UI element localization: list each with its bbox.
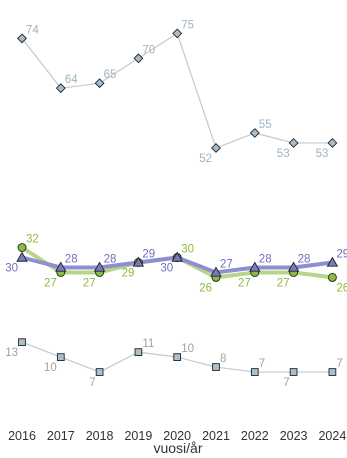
series-3-label-2020: 30 [181, 244, 194, 256]
series-2-label-2022: 28 [259, 253, 272, 265]
series-2-marker-2018 [93, 261, 106, 272]
series-3-label-2021: 26 [199, 282, 212, 294]
series-2-marker-2017 [55, 261, 67, 272]
x-tick-2024: 2024 [318, 429, 346, 443]
series-2-label-2021: 27 [220, 258, 233, 270]
series-2-label-2019: 29 [142, 248, 155, 260]
series-1-marker-2018 [94, 78, 105, 89]
series-2-label-2017: 28 [65, 253, 78, 265]
series-4-marker-2021 [212, 363, 220, 371]
series-3-label-2022: 27 [238, 277, 251, 289]
x-tick-labels: 2016 2017 2018 2019 2020 2021 2022 2023 2024 [8, 429, 346, 443]
series-4-label-2024: 7 [336, 358, 342, 370]
series-4-marker-2019 [134, 348, 143, 356]
series-2-label-2020: 30 [160, 263, 173, 275]
series-4-label-2021: 8 [220, 353, 226, 365]
series-3-label-2019: 29 [122, 267, 135, 279]
series-2-marker-2021 [210, 266, 222, 277]
x-tick-2018: 2018 [86, 429, 114, 443]
series-1-marker-2021 [211, 143, 221, 153]
series-2-label-2024: 29 [336, 248, 347, 260]
series-2-marker-2023 [287, 261, 300, 272]
series-1-marker-2022 [249, 128, 260, 138]
series-4-label-2017: 10 [44, 362, 57, 374]
series-3-marker-2016 [17, 243, 27, 252]
series-3-label-2024: 26 [336, 282, 347, 294]
series-4-label-2018: 7 [89, 377, 95, 389]
series-4-label-2023: 7 [283, 377, 289, 389]
series-2-marker-2019 [132, 256, 145, 267]
series-4-label-2016: 13 [5, 347, 18, 359]
series-1-label-2023: 53 [277, 148, 290, 160]
series-2-marker-2020 [171, 251, 183, 262]
series-1-marker-2019 [133, 53, 144, 64]
series-4-label-2019: 11 [142, 338, 154, 350]
series-3-label-2017: 27 [44, 277, 57, 289]
series-1-marker-2023 [288, 138, 299, 148]
series-1-marker-2017 [55, 83, 66, 94]
series-4-marker-2022 [250, 368, 259, 376]
series-1-label-2022: 55 [259, 119, 272, 131]
x-tick-2016: 2016 [8, 429, 36, 443]
series-4-marker-2017 [56, 353, 65, 361]
series-1-label-2020: 75 [181, 19, 194, 31]
series-4-marker-2018 [95, 368, 104, 376]
series-1-label-2017: 64 [65, 74, 78, 86]
series-1-label-2018: 65 [104, 69, 117, 81]
x-axis-title: vuosi/år [153, 440, 202, 456]
series-2-marker-2016 [16, 251, 28, 262]
series-2-label-2023: 28 [298, 253, 311, 265]
data-labels: 74 64 65 70 75 52 55 53 53 13 10 7 11 10 8 7 7 7 32 27 27 29 3… [5, 19, 347, 389]
series-4-label-2022: 7 [259, 358, 265, 370]
series-3-label-2018: 27 [83, 277, 96, 289]
series-2-marker-2022 [249, 261, 261, 272]
series-1-marker-2024 [327, 138, 338, 148]
series-4-marker-2023 [289, 368, 298, 376]
series-4-label-2020: 10 [181, 343, 194, 355]
series-4-marker-2024 [328, 368, 337, 376]
series-1-label-2021: 52 [199, 153, 212, 165]
x-tick-2020: 2020 [163, 429, 191, 443]
x-tick-2017: 2017 [47, 429, 75, 443]
series-1-marker-2020 [172, 28, 183, 39]
series-1-marker-2016 [17, 33, 27, 44]
series-markers [16, 28, 339, 376]
series-2-label-2018: 28 [104, 253, 117, 265]
series-2-marker-2024 [326, 256, 339, 267]
x-tick-2023: 2023 [280, 429, 308, 443]
series-1-label-2019: 70 [142, 44, 155, 56]
series-1-label-2024: 53 [316, 148, 329, 160]
series-4-marker-2020 [173, 353, 182, 361]
x-tick-2019: 2019 [124, 429, 152, 443]
x-tick-2021: 2021 [202, 429, 230, 443]
series-1-line [21, 32, 333, 149]
series-3-label-2023: 27 [277, 277, 290, 289]
series-1-label-2016: 74 [26, 24, 39, 36]
series-3-marker-2024 [327, 272, 337, 282]
series-2-label-2016: 30 [5, 263, 18, 275]
series-4-marker-2016 [18, 338, 26, 347]
series-3-label-2016: 32 [26, 234, 39, 246]
x-tick-2022: 2022 [241, 429, 269, 443]
